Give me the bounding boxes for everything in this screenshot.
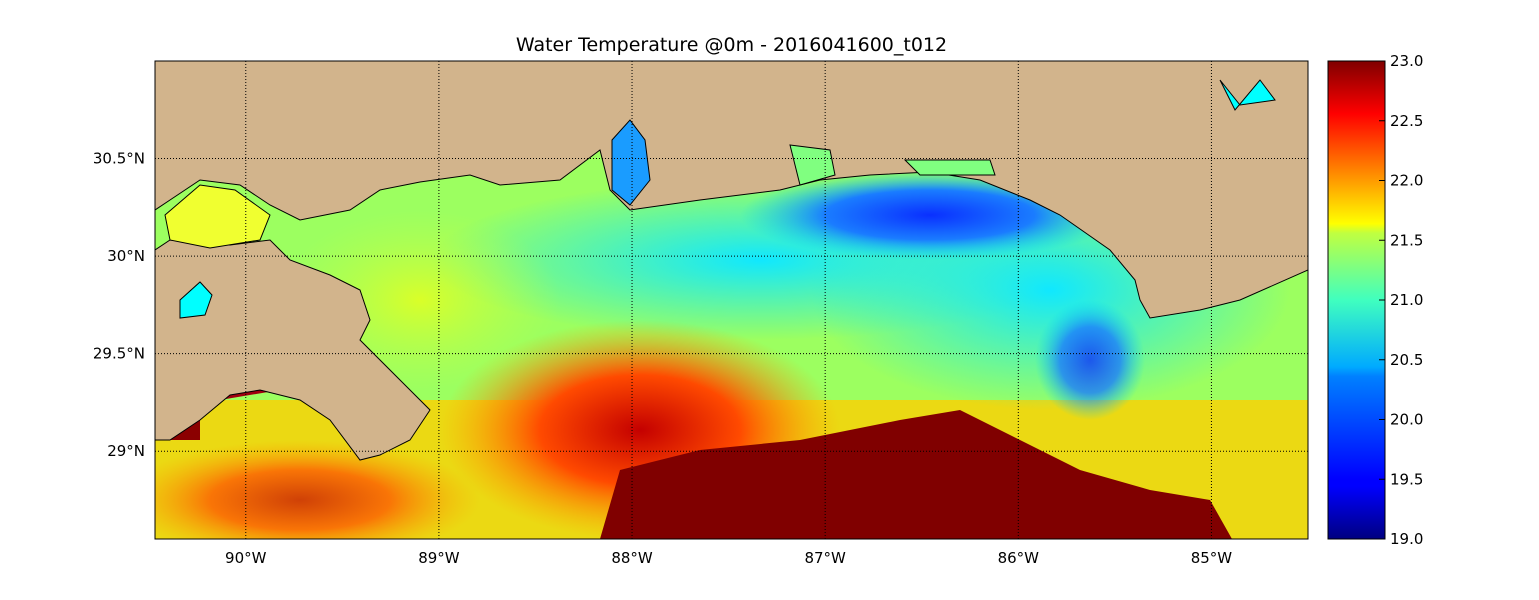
colorbar-ticks: 19.0 19.5 20.0 20.5 21.0 21.5 22.0 22.5 23.0 (1379, 52, 1423, 548)
plot-frame (154, 60, 1309, 540)
colorbar (1327, 60, 1386, 540)
longitude-label: 87°W (804, 549, 846, 567)
cold-water-eddy (1035, 300, 1145, 420)
longitude-label: 90°W (225, 549, 267, 567)
pensacola-bay (789, 144, 836, 186)
land-northern-coast (155, 61, 1308, 319)
latitude-label: 29.5°N (93, 345, 145, 363)
warm-water-southwest (155, 440, 480, 539)
colorbar-tick-label: 21.0 (1390, 291, 1423, 309)
longitude-label: 88°W (611, 549, 653, 567)
latitude-label: 30.5°N (93, 150, 145, 168)
colorbar-tick-label: 19.5 (1390, 470, 1423, 488)
inland-lake-northeast (1219, 79, 1276, 111)
lake-pontchartrain (164, 184, 271, 249)
lake-salvador (179, 281, 213, 319)
longitude-label: 85°W (1191, 549, 1233, 567)
choctawhatchee-bay (903, 159, 996, 176)
colorbar-tick-label: 21.5 (1390, 231, 1423, 249)
gridlines (155, 61, 1308, 539)
colorbar-tick-label: 20.0 (1390, 411, 1423, 429)
mobile-bay (611, 119, 651, 206)
map-title: Water Temperature @0m - 2016041600_t012 (515, 34, 948, 56)
colorbar-tick-label: 23.0 (1390, 52, 1423, 70)
colorbar-tick-label: 20.5 (1390, 351, 1423, 369)
longitude-labels: 90°W 89°W 88°W 87°W 86°W 85°W (225, 549, 1232, 567)
land-mississippi-delta (155, 239, 431, 461)
longitude-label: 86°W (998, 549, 1040, 567)
latitude-label: 29°N (107, 442, 145, 460)
colorbar-tick-label: 19.0 (1390, 530, 1423, 548)
loop-current-warm-water (600, 410, 1232, 539)
colorbar-tick-label: 22.5 (1390, 112, 1423, 130)
latitude-labels: 30.5°N 30°N 29.5°N 29°N (93, 150, 145, 461)
latitude-label: 30°N (107, 247, 145, 265)
longitude-label: 89°W (418, 549, 460, 567)
colorbar-tick-label: 22.0 (1390, 172, 1423, 190)
map-plot-area (155, 61, 1308, 539)
